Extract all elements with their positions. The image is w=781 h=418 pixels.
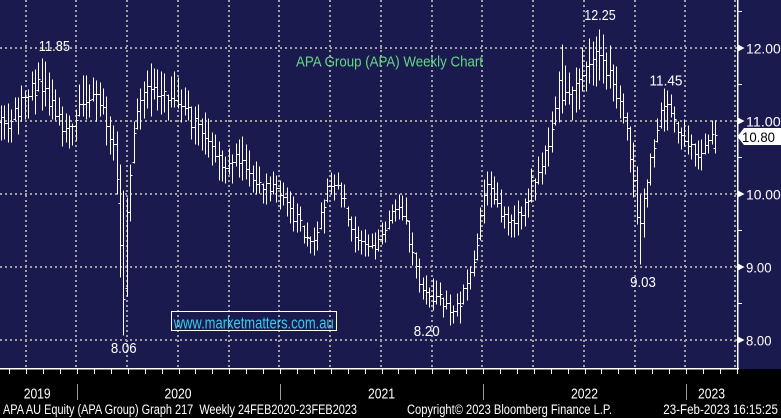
svg-text:23-Feb-2023 16:15:25: 23-Feb-2023 16:15:25 (663, 402, 778, 417)
svg-text:11.45: 11.45 (650, 74, 683, 90)
svg-text:APA Group (APA) Weekly Chart: APA Group (APA) Weekly Chart (296, 54, 484, 71)
svg-text:8.20: 8.20 (414, 324, 440, 340)
svg-text:10.80: 10.80 (742, 129, 775, 145)
svg-text:2022: 2022 (571, 387, 598, 403)
svg-text:8.06: 8.06 (111, 341, 137, 357)
svg-text:11.85: 11.85 (39, 39, 70, 55)
svg-text:APA AU Equity (APA Group) Grap: APA AU Equity (APA Group) Graph 217 Week… (3, 402, 357, 417)
svg-text:9.00: 9.00 (746, 261, 772, 276)
svg-text:10.00: 10.00 (746, 188, 781, 203)
svg-text:2019: 2019 (24, 387, 51, 403)
svg-text:Copyright© 2023 Bloomberg Fina: Copyright© 2023 Bloomberg Finance L.P. (407, 402, 612, 417)
svg-text:2020: 2020 (165, 387, 192, 403)
svg-text:12.25: 12.25 (584, 8, 615, 24)
svg-text:2023: 2023 (698, 387, 725, 403)
svg-text:8.00: 8.00 (746, 334, 772, 349)
svg-text:www.marketmatters.com.au: www.marketmatters.com.au (173, 315, 334, 333)
svg-text:11.00: 11.00 (746, 115, 781, 130)
svg-text:2021: 2021 (368, 387, 395, 403)
svg-text:12.00: 12.00 (746, 42, 781, 57)
svg-text:9.03: 9.03 (630, 275, 656, 291)
